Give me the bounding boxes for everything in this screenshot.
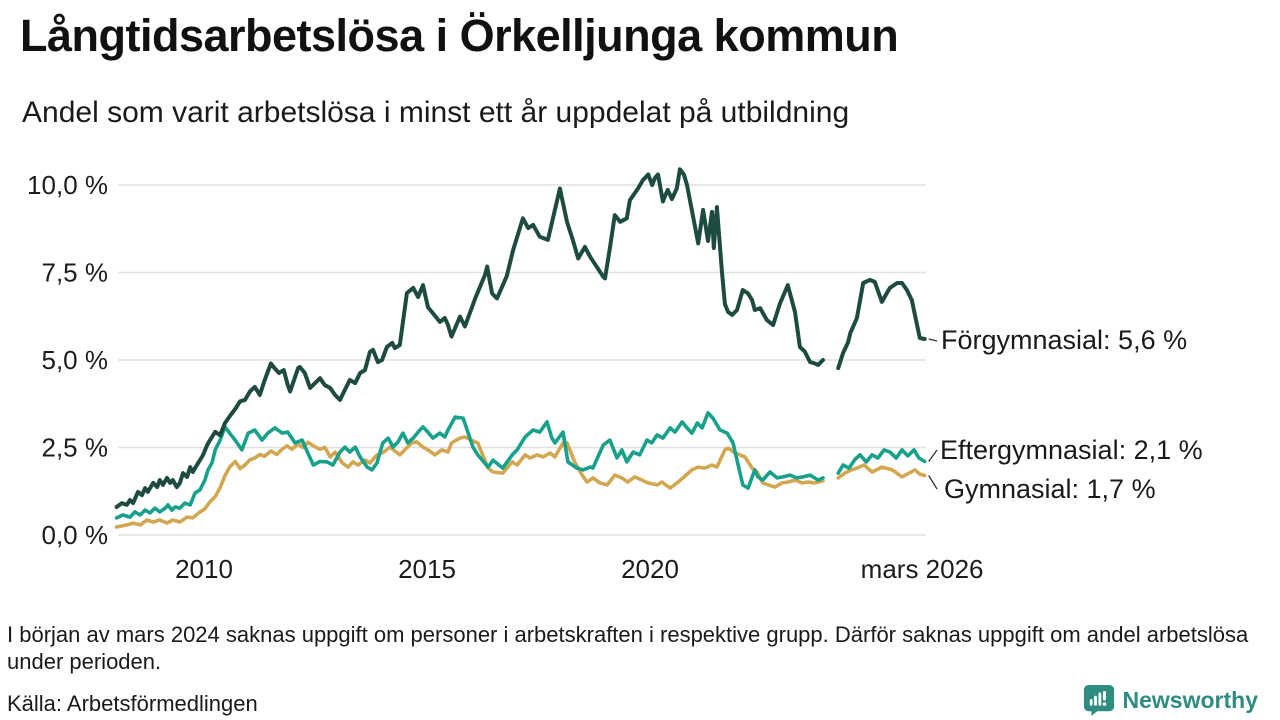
label-leader-line (928, 449, 938, 462)
series-label-gymnasial: Gymnasial: 1,7 % (944, 474, 1156, 504)
y-axis-tick-label: 2,5 % (42, 433, 109, 463)
footnote: I början av mars 2024 saknas uppgift om … (7, 622, 1249, 674)
x-axis-tick-label: 2010 (175, 554, 233, 584)
series-label-eftergymnasial: Eftergymnasial: 2,1 % (940, 435, 1203, 465)
newsworthy-logo-text: Newsworthy (1122, 686, 1258, 713)
series-line-gymnasial (836, 463, 927, 480)
x-axis-tick-label: 2020 (621, 554, 679, 584)
y-axis-tick-label: 5,0 % (42, 345, 109, 375)
newsworthy-logo: Newsworthy (1083, 684, 1258, 716)
series-line-eftergymnasial (114, 411, 825, 520)
series-label-forgymnasial: Förgymnasial: 5,6 % (941, 325, 1188, 355)
line-chart: 0,0 % 2,5 % 5,0 % 7,5 % 10,0 % 2010 2015 2020 ma… (27, 167, 984, 584)
y-axis-tick-label: 7,5 % (42, 258, 109, 288)
page-subtitle: Andel som varit arbetslösa i minst ett å… (22, 96, 850, 129)
source-label: Källa: Arbetsförmedlingen (7, 691, 258, 716)
series-line-förgymnasial (836, 277, 927, 371)
y-axis-tick-label: 0,0 % (42, 520, 109, 550)
newsworthy-logo-icon (1083, 684, 1114, 716)
label-leader-line (928, 475, 938, 490)
series-line-gymnasial (114, 435, 825, 529)
series-line-eftergymnasial (836, 448, 927, 475)
page-title: Långtidsarbetslösa i Örkelljunga kommun (20, 10, 899, 61)
series-line-förgymnasial (114, 167, 825, 509)
y-axis-tick-label: 10,0 % (27, 170, 108, 200)
x-axis-tick-label: mars 2026 (861, 554, 984, 584)
label-leader-line (928, 338, 938, 342)
x-axis-tick-label: 2015 (398, 554, 456, 584)
